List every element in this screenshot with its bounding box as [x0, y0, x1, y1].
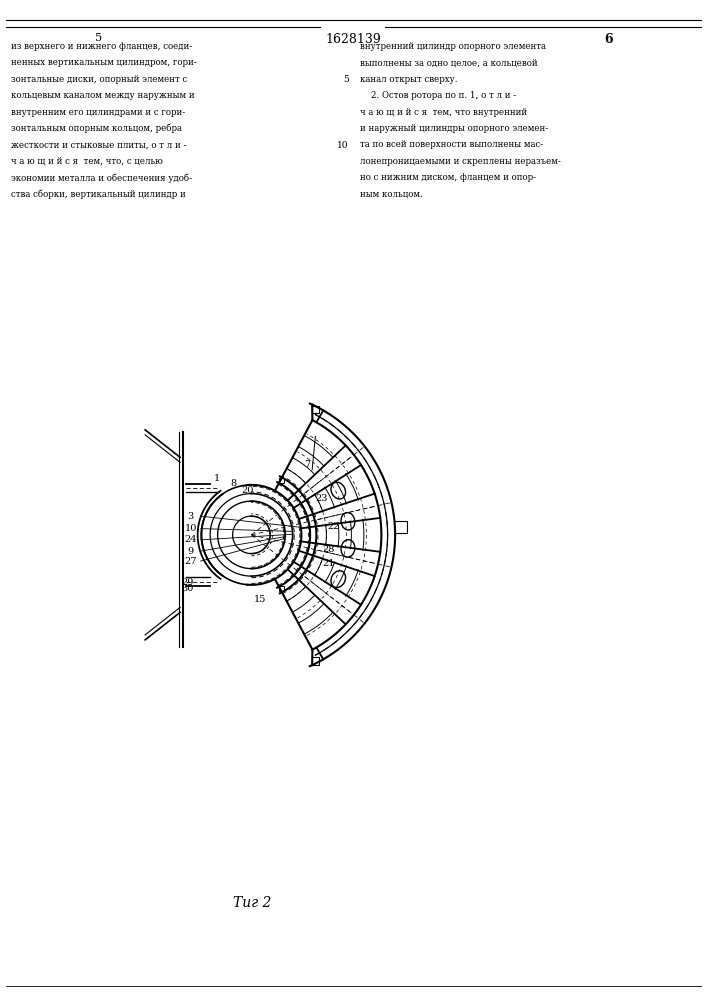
- Text: 27: 27: [185, 557, 197, 566]
- Text: Τиг 2: Τиг 2: [233, 896, 271, 910]
- Text: 9: 9: [187, 547, 194, 556]
- Text: 22: 22: [327, 522, 340, 531]
- Text: ства сборки, вертикальный цилиндр и: ства сборки, вертикальный цилиндр и: [11, 190, 186, 199]
- Text: лонепроницаемыми и скреплены неразъем-: лонепроницаемыми и скреплены неразъем-: [360, 157, 561, 166]
- Text: экономии металла и обеспечения удоб-: экономии металла и обеспечения удоб-: [11, 173, 192, 183]
- Text: та по всей поверхности выполнены мас-: та по всей поверхности выполнены мас-: [360, 140, 543, 149]
- Bar: [394, 521, 407, 533]
- Text: жесткости и стыковые плиты, о т л и -: жесткости и стыковые плиты, о т л и -: [11, 140, 187, 149]
- Text: 10: 10: [185, 524, 197, 533]
- Text: 6: 6: [604, 33, 613, 46]
- Text: канал открыт сверху.: канал открыт сверху.: [360, 75, 457, 84]
- Text: 8: 8: [230, 479, 236, 488]
- Bar: [279, 478, 284, 483]
- Text: внутренний цилиндр опорного элемента: внутренний цилиндр опорного элемента: [360, 42, 546, 51]
- Text: из верхнего и нижнего фланцев, соеди-: из верхнего и нижнего фланцев, соеди-: [11, 42, 192, 51]
- Text: 29: 29: [182, 578, 194, 587]
- Text: ненных вертикальным цилиндром, гори-: ненных вертикальным цилиндром, гори-: [11, 58, 197, 67]
- Text: ч а ю щ и й с я  тем, что внутренний: ч а ю щ и й с я тем, что внутренний: [360, 108, 527, 117]
- Text: 30: 30: [182, 584, 194, 593]
- Text: 15: 15: [254, 595, 267, 604]
- Text: и наружный цилиндры опорного элемен-: и наружный цилиндры опорного элемен-: [360, 124, 548, 133]
- Text: ч а ю щ и й с я  тем, что, с целью: ч а ю щ и й с я тем, что, с целью: [11, 157, 163, 166]
- Text: 7: 7: [304, 460, 310, 469]
- Text: кольцевым каналом между наружным и: кольцевым каналом между наружным и: [11, 91, 195, 100]
- Text: 24: 24: [185, 535, 197, 544]
- Text: 20: 20: [241, 486, 254, 495]
- Text: 3: 3: [187, 512, 194, 521]
- Text: 5: 5: [343, 75, 349, 84]
- Text: но с нижним диском, фланцем и опор-: но с нижним диском, фланцем и опор-: [360, 173, 536, 182]
- Text: ным кольцом.: ным кольцом.: [360, 190, 423, 199]
- Bar: [279, 586, 284, 591]
- Text: 21: 21: [323, 559, 335, 568]
- Text: 2. Остов ротора по п. 1, о т л и -: 2. Остов ротора по п. 1, о т л и -: [360, 91, 516, 100]
- Text: зонтальные диски, опорный элемент с: зонтальные диски, опорный элемент с: [11, 75, 187, 84]
- Text: зонтальным опорным кольцом, ребра: зонтальным опорным кольцом, ребра: [11, 124, 182, 133]
- Text: 1628139: 1628139: [326, 33, 381, 46]
- Text: 23: 23: [315, 494, 328, 503]
- Text: 28: 28: [322, 545, 335, 554]
- Text: 10: 10: [337, 141, 349, 150]
- Bar: [312, 406, 320, 413]
- Text: 5: 5: [95, 33, 103, 43]
- Text: 1: 1: [214, 474, 221, 483]
- Text: внутренним его цилиндрами и с гори-: внутренним его цилиндрами и с гори-: [11, 108, 185, 117]
- Text: выполнены за одно целое, а кольцевой: выполнены за одно целое, а кольцевой: [360, 58, 537, 67]
- Bar: [312, 657, 320, 665]
